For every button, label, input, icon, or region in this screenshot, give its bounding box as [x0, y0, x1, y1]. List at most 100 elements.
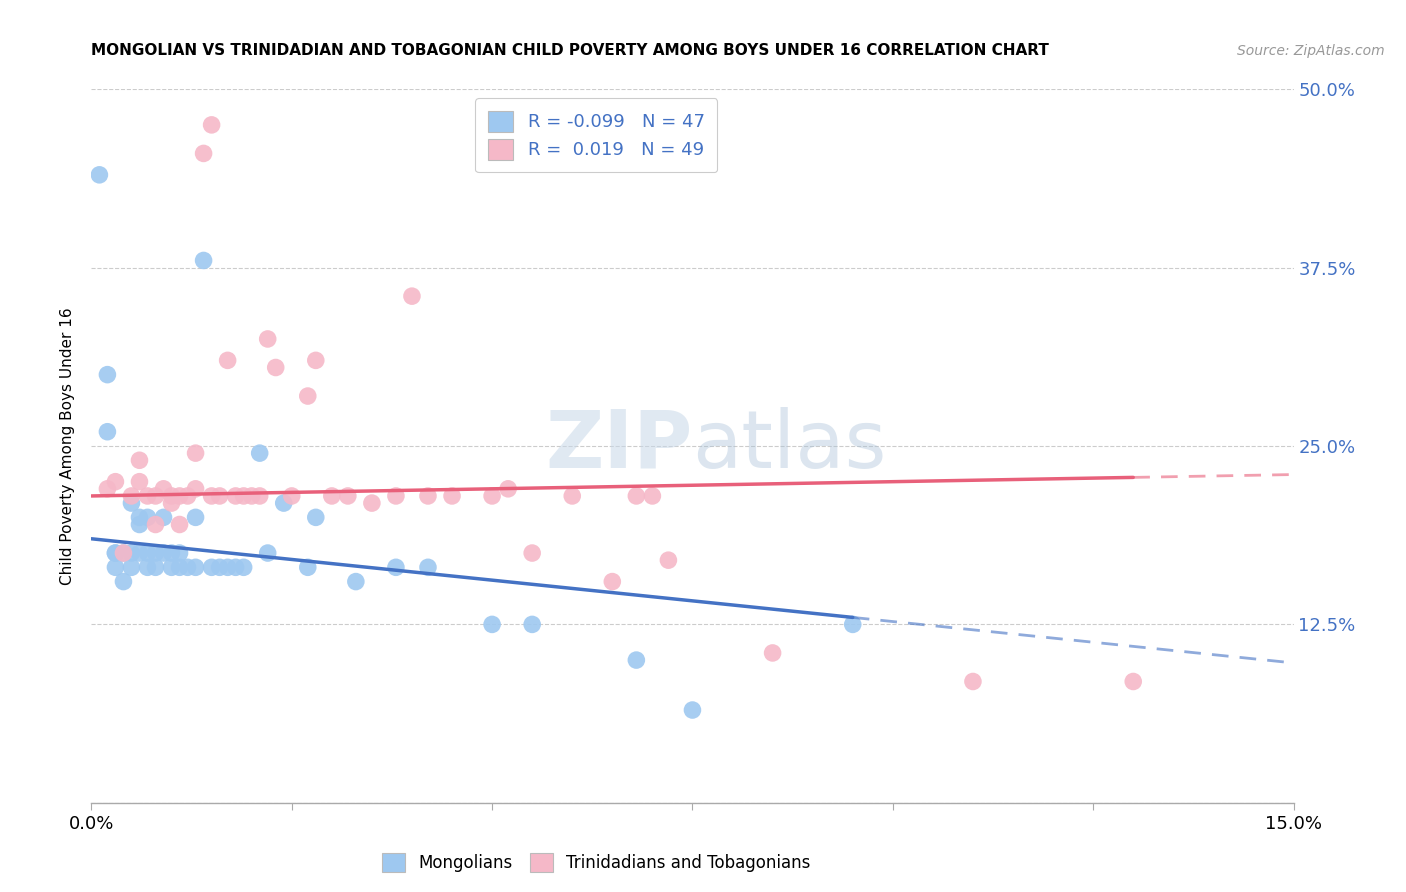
Point: [305, 510, 328, 524]
Point: [169, 517, 191, 532]
Text: Source: ZipAtlas.com: Source: ZipAtlas.com: [1237, 44, 1385, 58]
Point: [522, 546, 544, 560]
Point: [184, 510, 207, 524]
Point: [104, 560, 127, 574]
Point: [121, 560, 143, 574]
Point: [96, 368, 118, 382]
Point: [201, 118, 224, 132]
Point: [104, 546, 127, 560]
Point: [681, 703, 703, 717]
Point: [184, 560, 207, 574]
Point: [321, 489, 343, 503]
Point: [160, 560, 183, 574]
Point: [112, 546, 135, 560]
Text: ZIP: ZIP: [546, 407, 692, 485]
Point: [184, 446, 207, 460]
Point: [416, 489, 439, 503]
Point: [201, 560, 224, 574]
Text: atlas: atlas: [692, 407, 887, 485]
Point: [305, 353, 328, 368]
Point: [385, 489, 408, 503]
Point: [128, 475, 150, 489]
Point: [641, 489, 664, 503]
Point: [344, 574, 367, 589]
Point: [128, 546, 150, 560]
Point: [281, 489, 304, 503]
Point: [232, 489, 254, 503]
Point: [152, 482, 174, 496]
Point: [112, 546, 135, 560]
Point: [160, 489, 183, 503]
Point: [440, 489, 463, 503]
Point: [176, 489, 198, 503]
Point: [225, 560, 247, 574]
Point: [121, 496, 143, 510]
Point: [128, 517, 150, 532]
Point: [561, 489, 583, 503]
Point: [160, 496, 183, 510]
Point: [256, 332, 278, 346]
Point: [240, 489, 263, 503]
Point: [297, 560, 319, 574]
Point: [401, 289, 423, 303]
Point: [145, 489, 167, 503]
Point: [264, 360, 287, 375]
Point: [193, 253, 215, 268]
Point: [184, 482, 207, 496]
Point: [232, 560, 254, 574]
Point: [962, 674, 984, 689]
Point: [336, 489, 359, 503]
Point: [416, 560, 439, 574]
Point: [297, 389, 319, 403]
Point: [481, 489, 503, 503]
Point: [128, 453, 150, 467]
Point: [201, 489, 224, 503]
Point: [136, 489, 159, 503]
Point: [208, 489, 231, 503]
Point: [225, 489, 247, 503]
Point: [193, 146, 215, 161]
Point: [360, 496, 382, 510]
Point: [152, 510, 174, 524]
Point: [496, 482, 519, 496]
Point: [481, 617, 503, 632]
Point: [96, 425, 118, 439]
Point: [169, 489, 191, 503]
Point: [385, 560, 408, 574]
Point: [249, 489, 271, 503]
Point: [145, 546, 167, 560]
Point: [136, 560, 159, 574]
Point: [96, 482, 118, 496]
Point: [112, 574, 135, 589]
Point: [136, 510, 159, 524]
Point: [1122, 674, 1144, 689]
Point: [136, 546, 159, 560]
Point: [602, 574, 624, 589]
Point: [273, 496, 295, 510]
Point: [169, 546, 191, 560]
Point: [145, 560, 167, 574]
Point: [169, 560, 191, 574]
Point: [176, 560, 198, 574]
Point: [762, 646, 785, 660]
Point: [104, 546, 127, 560]
Point: [522, 617, 544, 632]
Point: [249, 446, 271, 460]
Legend: Mongolians, Trinidadians and Tobagonians: Mongolians, Trinidadians and Tobagonians: [374, 844, 818, 880]
Point: [626, 653, 648, 667]
Point: [121, 546, 143, 560]
Y-axis label: Child Poverty Among Boys Under 16: Child Poverty Among Boys Under 16: [60, 307, 76, 585]
Point: [145, 517, 167, 532]
Text: MONGOLIAN VS TRINIDADIAN AND TOBAGONIAN CHILD POVERTY AMONG BOYS UNDER 16 CORREL: MONGOLIAN VS TRINIDADIAN AND TOBAGONIAN …: [91, 43, 1049, 58]
Point: [128, 510, 150, 524]
Point: [217, 560, 239, 574]
Point: [657, 553, 679, 567]
Point: [121, 489, 143, 503]
Point: [89, 168, 111, 182]
Point: [217, 353, 239, 368]
Point: [256, 546, 278, 560]
Point: [152, 546, 174, 560]
Point: [104, 475, 127, 489]
Point: [841, 617, 863, 632]
Point: [160, 546, 183, 560]
